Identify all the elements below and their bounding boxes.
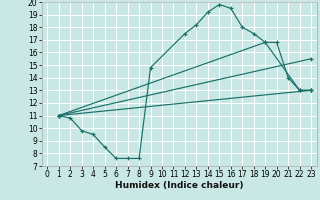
X-axis label: Humidex (Indice chaleur): Humidex (Indice chaleur): [115, 181, 244, 190]
